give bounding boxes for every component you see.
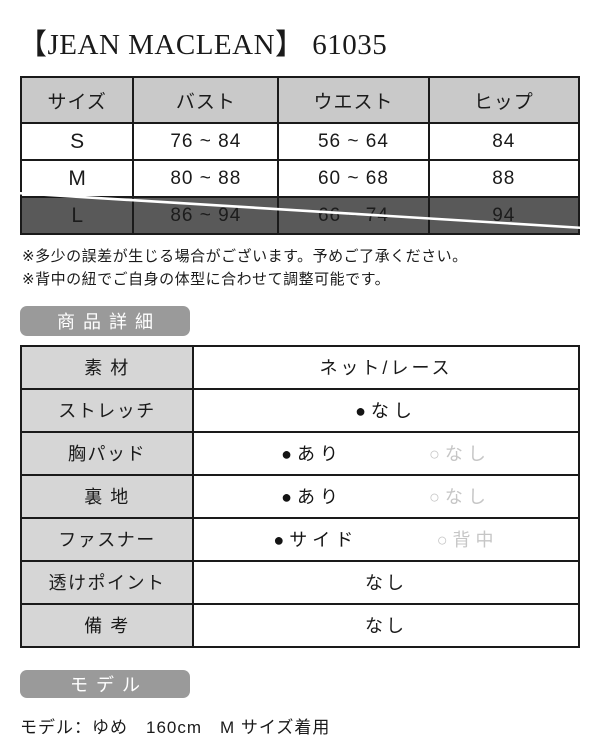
section-badge-details: 商品詳細 <box>20 305 190 336</box>
size-note-line: ※背中の紐でご自身の体型に合わせて調整可能です。 <box>22 271 391 289</box>
details-value: ●サイド ○背中 <box>192 516 580 562</box>
details-options: ●あり ○なし <box>195 483 577 509</box>
details-label: 裏 地 <box>20 473 194 519</box>
details-value: ●なし <box>192 387 580 433</box>
waist-cell: 56 ~ 64 <box>277 122 430 161</box>
details-value: ネット/レース <box>192 344 580 390</box>
details-label: 備 考 <box>20 602 194 648</box>
details-table-body: 素 材ネット/レース ストレッチ ●なし 胸パッド ●あり ○なし裏 地 ●あり ○なし ファス… <box>20 344 580 648</box>
bust-cell: 76 ~ 84 <box>132 122 280 161</box>
size-table: サイズ バスト ウエスト ヒップ S 76 ~ 84 56 ~ 64 84 M 80 ~ 88 60… <box>19 76 581 235</box>
size-cell: S <box>19 122 135 161</box>
unselected-option: ○背中 <box>436 530 499 550</box>
size-notes: ※多少の誤差が生じる場合がございます。予めご了承ください。 ※背中の紐でご自身の… <box>22 245 600 292</box>
details-label: 胸パッド <box>20 430 194 476</box>
details-row: ファスナー ●サイド ○背中 <box>20 516 580 562</box>
section-badge-model: モデル <box>20 669 190 698</box>
size-table-header-cell: ヒップ <box>427 76 581 124</box>
size-table-row: S 76 ~ 84 56 ~ 64 84 <box>19 122 581 161</box>
details-row: ストレッチ ●なし <box>20 387 580 433</box>
size-table-body: サイズ バスト ウエスト ヒップ S 76 ~ 84 56 ~ 64 84 M 80 ~ 88 60… <box>19 76 581 235</box>
size-chart: サイズ バスト ウエスト ヒップ S 76 ~ 84 56 ~ 64 84 M 80 ~ 88 60… <box>16 76 584 235</box>
details-table: 素 材ネット/レース ストレッチ ●なし 胸パッド ●あり ○なし裏 地 ●あり ○なし ファス… <box>20 344 580 648</box>
bust-cell: 80 ~ 88 <box>132 159 280 198</box>
unselected-option: ○なし <box>429 487 491 507</box>
size-table-header-cell: バスト <box>132 76 280 124</box>
hip-cell: 84 <box>427 122 581 161</box>
waist-cell: 66 ~ 74 <box>277 196 430 235</box>
details-label: ストレッチ <box>20 387 194 433</box>
size-table-row: M 80 ~ 88 60 ~ 68 88 <box>19 159 581 198</box>
details-row: 胸パッド ●あり ○なし <box>20 430 580 476</box>
details-row: 素 材 ネット/レース <box>20 344 580 390</box>
hip-cell: 94 <box>427 196 581 235</box>
model-description: モデル：ゆめ 160cm M サイズ着用 <box>20 717 331 737</box>
hip-cell: 88 <box>427 159 581 198</box>
details-options: ●サイド ○背中 <box>195 526 577 552</box>
size-table-header-cell: サイズ <box>19 76 135 124</box>
details-value-text: なし <box>365 616 407 636</box>
product-title: 【JEAN MACLEAN】 61035 <box>18 29 388 61</box>
bust-cell: 86 ~ 94 <box>132 196 280 235</box>
details-row: 透けポイント なし <box>20 559 580 605</box>
size-table-header-cell: ウエスト <box>277 76 430 124</box>
details-value: ●あり ○なし <box>192 430 580 476</box>
unselected-option: ○なし <box>429 444 491 464</box>
details-label: 素 材 <box>20 344 194 390</box>
selected-option: ●あり <box>281 444 343 464</box>
details-value: なし <box>192 602 580 648</box>
details-label: ファスナー <box>20 516 194 562</box>
details-row: 備 考 なし <box>20 602 580 648</box>
size-cell: L <box>19 196 135 235</box>
details-label: 透けポイント <box>20 559 194 605</box>
details-value-text: なし <box>365 573 407 593</box>
size-table-row: L 86 ~ 94 66 ~ 74 94 <box>19 196 581 235</box>
details-value-text: ネット/レース <box>319 358 453 378</box>
size-note-line: ※多少の誤差が生じる場合がございます。予めご了承ください。 <box>22 248 468 265</box>
details-value: ●あり ○なし <box>192 473 580 519</box>
details-options: ●あり ○なし <box>195 440 577 466</box>
size-cell: M <box>19 159 135 198</box>
product-details: 素 材ネット/レース ストレッチ ●なし 胸パッド ●あり ○なし裏 地 ●あり ○なし ファス… <box>20 344 580 648</box>
details-value: なし <box>192 559 580 605</box>
details-row: 裏 地 ●あり ○なし <box>20 473 580 519</box>
selected-option: ●なし <box>355 401 417 421</box>
selected-option: ●サイド <box>273 530 359 550</box>
size-table-header-row: サイズ バスト ウエスト ヒップ <box>19 76 581 124</box>
waist-cell: 60 ~ 68 <box>277 159 430 198</box>
selected-option: ●あり <box>281 487 343 507</box>
